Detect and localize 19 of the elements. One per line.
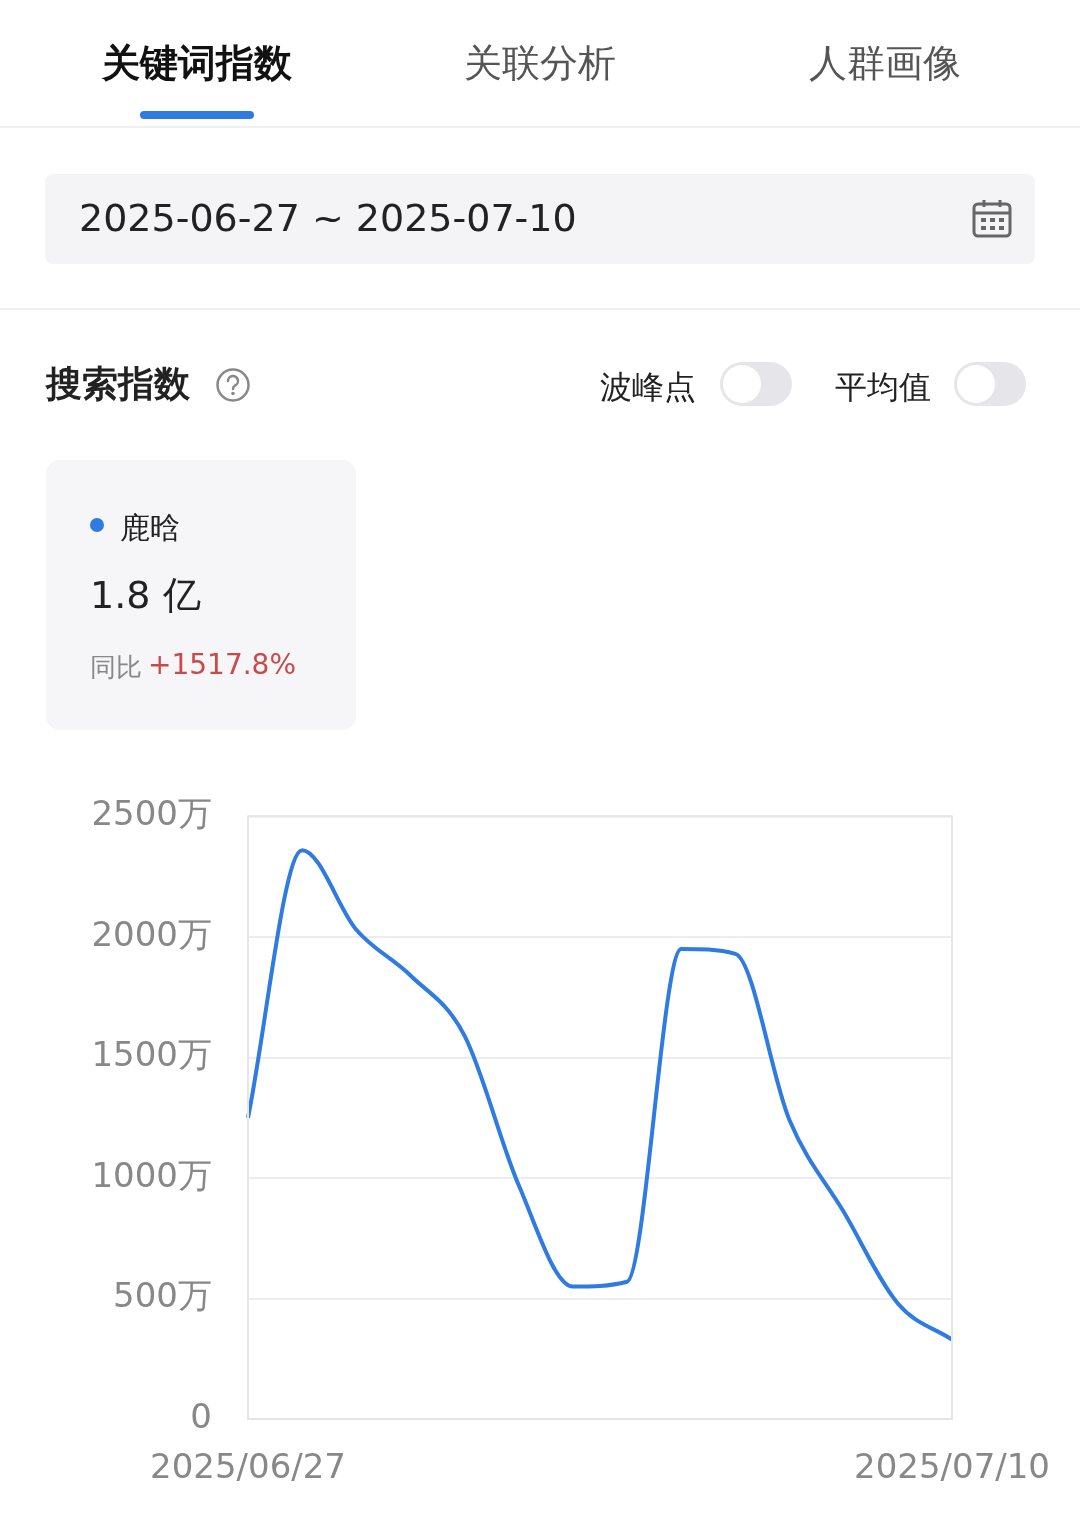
text: 人群画像: [808, 40, 962, 87]
x-tick-label: 2025/06/27: [150, 1446, 346, 1487]
text: 波峰点: [600, 367, 696, 408]
text: 同比: [90, 651, 142, 684]
y-tick-label: 1500万: [91, 1034, 212, 1075]
y-tick-label: 2500万: [91, 793, 212, 834]
legend-label: 鹿晗: [120, 509, 180, 547]
y-tick-label: 1000万: [91, 1154, 212, 1195]
text: 平均值: [835, 367, 931, 408]
x-tick-label: 2025/07/10: [854, 1446, 1050, 1487]
text: 关键词指数: [101, 40, 293, 87]
text: 1.8 亿: [90, 572, 201, 619]
text: +1517.8%: [148, 648, 297, 681]
y-tick-label: 0: [190, 1396, 212, 1437]
text: 2025-06-27 ~ 2025-07-10: [79, 196, 577, 240]
chart-title: 搜索指数: [46, 362, 190, 406]
y-tick-label: 500万: [113, 1275, 212, 1316]
text: 关联分析: [463, 40, 617, 87]
y-tick-label: 2000万: [91, 913, 212, 954]
